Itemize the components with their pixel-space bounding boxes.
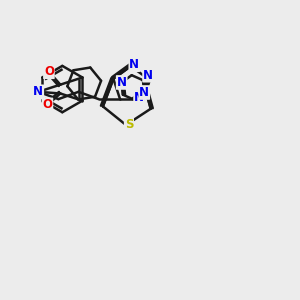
Text: N: N xyxy=(33,85,43,98)
Text: O: O xyxy=(42,98,52,111)
Text: S: S xyxy=(125,118,133,131)
Text: N: N xyxy=(143,69,153,82)
Text: N: N xyxy=(134,91,144,104)
Text: N: N xyxy=(117,76,127,89)
Text: N: N xyxy=(129,58,139,71)
Text: N: N xyxy=(139,86,149,99)
Text: O: O xyxy=(44,65,54,78)
